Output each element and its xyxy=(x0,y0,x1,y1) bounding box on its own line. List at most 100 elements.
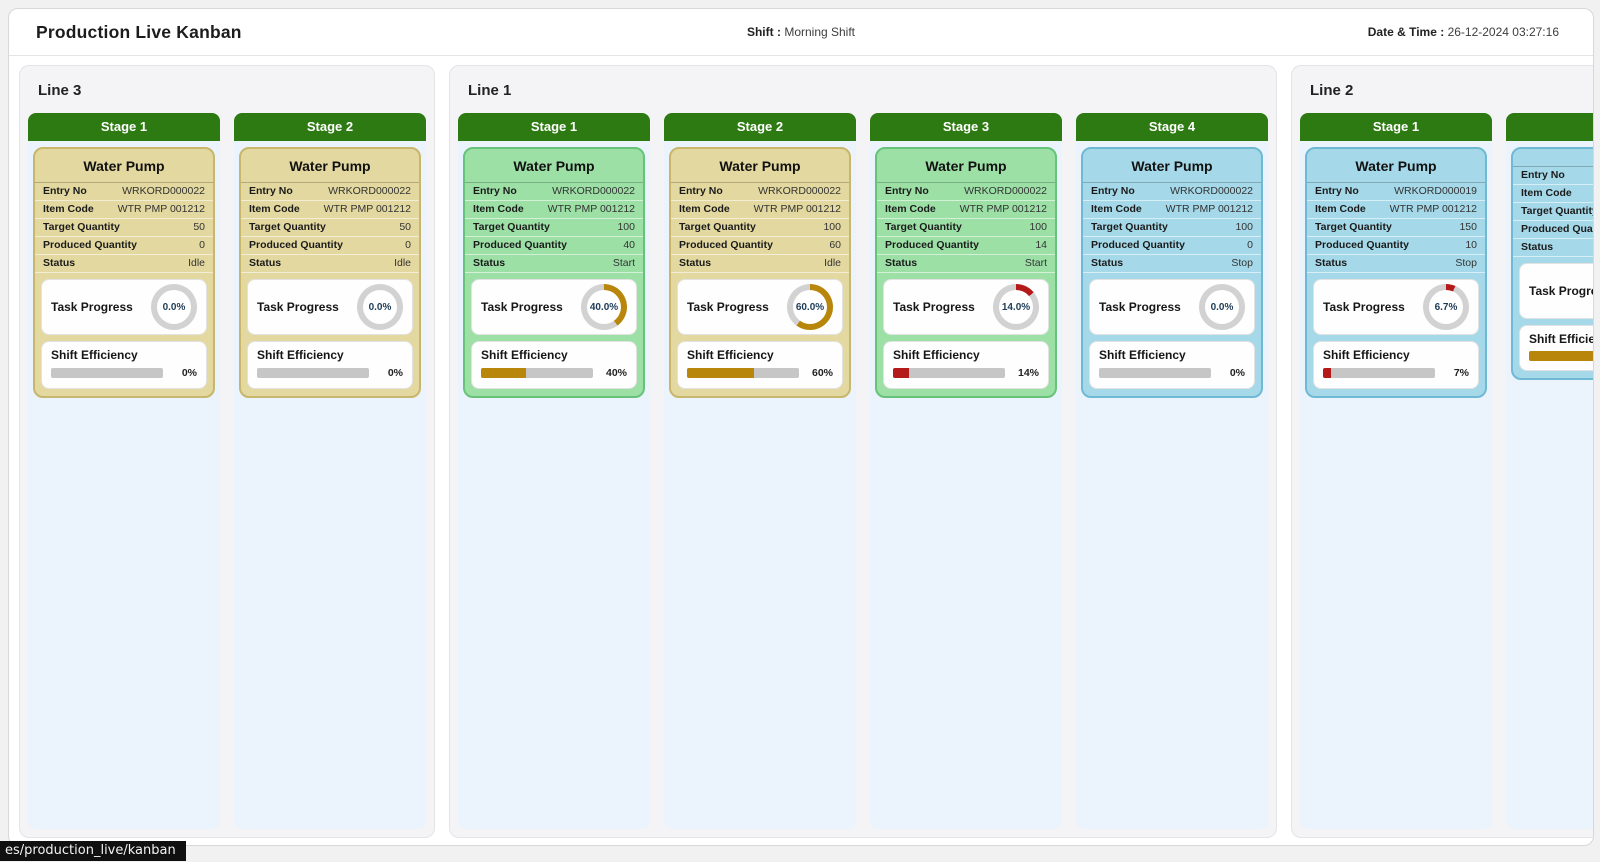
card-title: Water Pump xyxy=(1307,149,1485,183)
field-label: Entry No xyxy=(885,185,929,197)
field-label: Status xyxy=(679,257,712,269)
field-row: Produced Quantity 0 xyxy=(35,237,213,255)
task-progress-value: 0.0% xyxy=(363,290,397,324)
task-progress-panel: Task Progress 0.0% xyxy=(1089,279,1255,335)
product-card[interactable]: Water Pump Entry No WRKORD000022 Item Co… xyxy=(463,147,645,398)
efficiency-bar: 14% xyxy=(893,367,1039,379)
field-value: WRKORD000022 xyxy=(552,185,635,197)
lane-columns: Stage 1 Water Pump Entry No WRKORD000022… xyxy=(458,113,1268,829)
shift-efficiency-label: Shift Efficiency xyxy=(893,348,980,362)
task-progress-donut: 0.0% xyxy=(151,284,197,330)
field-row: Status Idle xyxy=(671,255,849,273)
field-value: Stop xyxy=(1455,257,1477,269)
field-value: WTR PMP 001212 xyxy=(117,203,205,215)
shift-efficiency-label: Shift Efficiency xyxy=(257,348,344,362)
field-value: 100 xyxy=(617,221,635,233)
efficiency-bar-fill xyxy=(687,368,755,378)
field-row: Produced Quantity 0 xyxy=(241,237,419,255)
task-progress-label: Task Progress xyxy=(257,300,339,314)
efficiency-value: 60% xyxy=(811,367,833,379)
lane: Line 2 Stage 1 Water Pump Entry No WRKOR… xyxy=(1291,65,1593,838)
shift-efficiency-panel: Shift Efficiency 14% xyxy=(883,341,1049,389)
field-value: 10 xyxy=(1465,239,1477,251)
product-card[interactable]: Water Pump Entry No WRKORD000022 Item Co… xyxy=(239,147,421,398)
field-value: WTR PMP 001212 xyxy=(323,203,411,215)
shift-efficiency-panel: Shift Efficiency 7% xyxy=(1313,341,1479,389)
field-value: Idle xyxy=(824,257,841,269)
product-card[interactable]: Entry No Item Code Target Quantity Produ… xyxy=(1511,147,1593,380)
card-fields: Entry No WRKORD000022 Item Code WTR PMP … xyxy=(877,183,1055,273)
field-row: Produced Quantity 60 xyxy=(671,237,849,255)
field-row: Entry No WRKORD000019 xyxy=(1307,183,1485,201)
field-value: WRKORD000019 xyxy=(1394,185,1477,197)
field-row: Status xyxy=(1513,239,1593,257)
shift-label: Shift : xyxy=(746,25,781,39)
lane-title: Line 1 xyxy=(468,82,512,99)
lane: Line 3 Stage 1 Water Pump Entry No WRKOR… xyxy=(19,65,435,838)
stage-header xyxy=(1506,113,1593,141)
task-progress-value: 0.0% xyxy=(1205,290,1239,324)
field-label: Item Code xyxy=(1091,203,1142,215)
stage-header: Stage 1 xyxy=(1300,113,1492,141)
field-row: Target Quantity 150 xyxy=(1307,219,1485,237)
field-label: Produced Quantity xyxy=(679,239,773,251)
card-fields: Entry No WRKORD000022 Item Code WTR PMP … xyxy=(241,183,419,273)
stage-column: Entry No Item Code Target Quantity Produ… xyxy=(1506,113,1593,829)
card-fields: Entry No WRKORD000022 Item Code WTR PMP … xyxy=(465,183,643,273)
field-row: Item Code WTR PMP 001212 xyxy=(241,201,419,219)
field-label: Target Quantity xyxy=(1521,205,1593,217)
field-label: Item Code xyxy=(1521,187,1572,199)
efficiency-bar-track xyxy=(51,368,163,378)
page-title: Production Live Kanban xyxy=(36,21,242,42)
efficiency-bar: 0% xyxy=(257,367,403,379)
task-progress-panel: Task Progress 60.0% xyxy=(677,279,843,335)
field-value: WTR PMP 001212 xyxy=(753,203,841,215)
field-row: Entry No WRKORD000022 xyxy=(877,183,1055,201)
shift-efficiency-panel: Shift Efficiency xyxy=(1519,325,1593,371)
shift-efficiency-label: Shift Efficiency xyxy=(687,348,774,362)
stage-column: Stage 1 Water Pump Entry No WRKORD000022… xyxy=(458,113,650,829)
efficiency-bar-track xyxy=(1323,368,1435,378)
task-progress-value: 14.0% xyxy=(999,290,1033,324)
product-card[interactable]: Water Pump Entry No WRKORD000022 Item Co… xyxy=(1081,147,1263,398)
efficiency-bar-fill xyxy=(1529,351,1593,361)
field-row: Target Quantity 50 xyxy=(35,219,213,237)
field-value: WRKORD000022 xyxy=(758,185,841,197)
shift-efficiency-label: Shift Efficiency xyxy=(51,348,138,362)
field-label: Entry No xyxy=(1521,169,1565,181)
field-label: Produced Quantity xyxy=(1315,239,1409,251)
stage-body: Water Pump Entry No WRKORD000022 Item Co… xyxy=(664,141,856,829)
efficiency-bar-fill xyxy=(1323,368,1331,378)
stage-column: Stage 2 Water Pump Entry No WRKORD000022… xyxy=(664,113,856,829)
task-progress-label: Task Progress xyxy=(481,300,563,314)
shift-efficiency-panel: Shift Efficiency 0% xyxy=(247,341,413,389)
field-row: Produced Quantity 10 xyxy=(1307,237,1485,255)
card-title: Water Pump xyxy=(241,149,419,183)
kanban-board: Line 3 Stage 1 Water Pump Entry No WRKOR… xyxy=(9,56,1593,845)
field-label: Entry No xyxy=(1091,185,1135,197)
product-card[interactable]: Water Pump Entry No WRKORD000022 Item Co… xyxy=(33,147,215,398)
field-value: 100 xyxy=(1235,221,1253,233)
field-row: Item Code WTR PMP 001212 xyxy=(35,201,213,219)
task-progress-donut: 40.0% xyxy=(581,284,627,330)
field-row: Produced Quantity 0 xyxy=(1083,237,1261,255)
field-value: WTR PMP 001212 xyxy=(547,203,635,215)
field-row: Target Quantity xyxy=(1513,203,1593,221)
field-label: Target Quantity xyxy=(249,221,326,233)
lane-columns: Stage 1 Water Pump Entry No WRKORD000022… xyxy=(28,113,426,829)
lane-columns: Stage 1 Water Pump Entry No WRKORD000019… xyxy=(1300,113,1593,829)
efficiency-bar-fill xyxy=(893,368,909,378)
task-progress-label: Task Progress xyxy=(51,300,133,314)
product-card[interactable]: Water Pump Entry No WRKORD000019 Item Co… xyxy=(1305,147,1487,398)
field-row: Entry No WRKORD000022 xyxy=(241,183,419,201)
field-value: 50 xyxy=(193,221,205,233)
field-row: Status Idle xyxy=(35,255,213,273)
task-progress-label: Task Progress xyxy=(687,300,769,314)
datetime-info: Date & Time : 26-12-2024 03:27:16 xyxy=(1368,25,1559,39)
field-value: Idle xyxy=(394,257,411,269)
field-row: Entry No xyxy=(1513,167,1593,185)
product-card[interactable]: Water Pump Entry No WRKORD000022 Item Co… xyxy=(875,147,1057,398)
card-fields: Entry No WRKORD000019 Item Code WTR PMP … xyxy=(1307,183,1485,273)
product-card[interactable]: Water Pump Entry No WRKORD000022 Item Co… xyxy=(669,147,851,398)
field-label: Item Code xyxy=(885,203,936,215)
